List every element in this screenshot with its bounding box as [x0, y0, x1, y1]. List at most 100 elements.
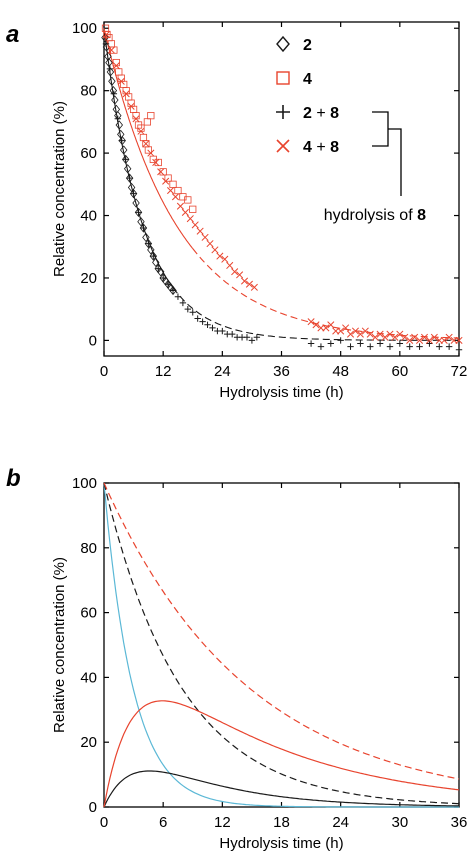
data-point	[118, 135, 126, 146]
data-point	[346, 330, 355, 338]
data-point	[436, 343, 443, 350]
data-point	[356, 330, 364, 338]
panel-a-label: a	[6, 21, 19, 48]
data-point	[240, 277, 249, 285]
data-point	[327, 321, 335, 329]
data-point	[357, 340, 364, 347]
data-point	[132, 112, 140, 120]
data-point	[105, 57, 113, 68]
data-point	[211, 246, 219, 254]
data-point	[134, 207, 143, 218]
data-point	[132, 115, 140, 123]
data-point	[139, 223, 148, 233]
x-tick-label: 24	[332, 814, 349, 831]
data-point	[181, 208, 189, 216]
data-point	[416, 343, 423, 350]
data-point	[191, 221, 199, 229]
fit-curve	[103, 28, 194, 249]
data-point	[122, 156, 129, 163]
data-point	[117, 74, 125, 82]
data-point	[130, 190, 137, 197]
data-point	[347, 343, 354, 350]
data-point	[204, 321, 211, 328]
data-point	[152, 158, 160, 167]
x-tick-label: 60	[391, 363, 408, 380]
data-point	[157, 168, 165, 176]
legend-label-part: 2	[303, 37, 312, 54]
data-point	[184, 196, 192, 204]
data-point	[228, 330, 236, 338]
data-point	[361, 327, 369, 335]
legend-label: 4 + 8	[303, 139, 339, 156]
series-line	[103, 482, 460, 805]
data-point	[248, 337, 256, 344]
data-point	[243, 334, 251, 341]
data-point	[366, 330, 374, 338]
legend-label-part: 4	[303, 71, 312, 88]
data-point	[159, 274, 167, 282]
data-point	[125, 173, 134, 183]
data-point	[137, 217, 145, 227]
data-point	[169, 180, 177, 188]
data-point	[250, 283, 258, 291]
legend-label-part: 4	[303, 139, 312, 156]
x-tick-label: 12	[155, 363, 172, 380]
legend-marker	[276, 105, 290, 119]
legend-label-part: +	[312, 105, 330, 122]
data-point	[140, 224, 147, 232]
data-point	[327, 340, 335, 347]
data-point	[112, 58, 120, 67]
x-tick-label: 72	[451, 363, 468, 380]
data-point	[123, 164, 132, 174]
data-point	[386, 343, 394, 350]
data-point	[110, 90, 118, 97]
data-point	[307, 340, 315, 347]
legend-label-part: 8	[330, 139, 339, 156]
data-point	[169, 287, 177, 294]
data-point	[176, 202, 184, 210]
data-point	[209, 324, 216, 332]
data-point	[184, 305, 192, 313]
data-point	[135, 209, 142, 216]
data-point	[139, 133, 148, 142]
data-point	[245, 280, 254, 288]
bracket-label-part: hydrolysis of	[324, 207, 417, 224]
data-point	[142, 140, 150, 148]
x-tick-label: 6	[159, 814, 167, 831]
data-point	[401, 333, 409, 341]
y-tick-label: 60	[80, 145, 97, 162]
data-point	[143, 118, 151, 126]
data-point	[115, 120, 123, 130]
data-point	[117, 77, 125, 85]
legend-marker	[276, 35, 290, 53]
legend-bracket	[372, 111, 389, 147]
y-tick-label: 80	[80, 83, 97, 100]
data-point	[194, 315, 201, 322]
legend-marker	[276, 71, 290, 85]
data-point	[445, 333, 453, 341]
data-point	[174, 293, 182, 300]
legend-label: 2 + 8	[303, 105, 339, 122]
y-tick-label: 40	[80, 208, 97, 225]
data-point	[112, 62, 120, 70]
data-point	[219, 327, 226, 335]
data-point	[137, 127, 145, 135]
x-tick-label: 36	[451, 814, 468, 831]
legend-label: 2	[303, 37, 312, 54]
y-tick-label: 80	[80, 540, 97, 557]
data-point	[337, 337, 344, 344]
data-point	[391, 333, 399, 341]
data-point	[152, 257, 160, 267]
data-point	[106, 65, 114, 73]
data-point	[337, 327, 345, 335]
chart-b: 0 6 12 18 24 30 36 0 20 40 60 80 100 Hydrolysis time …	[51, 475, 467, 852]
data-point	[102, 30, 111, 39]
data-point	[108, 76, 116, 86]
data-point	[110, 46, 118, 54]
data-point	[186, 215, 194, 223]
data-point	[371, 333, 379, 341]
data-point	[132, 198, 140, 208]
data-point	[150, 252, 157, 260]
